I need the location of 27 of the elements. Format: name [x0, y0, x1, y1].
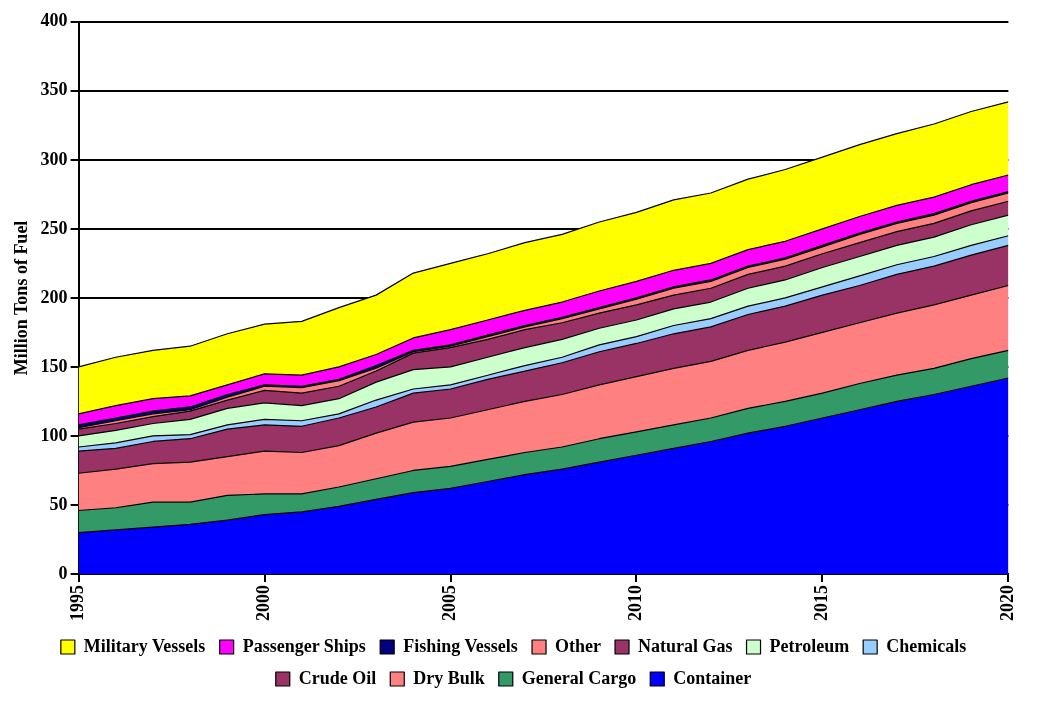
x-tick-label: 2005: [439, 585, 460, 621]
legend-label: Fishing Vessels: [403, 635, 518, 656]
y-tick-label: 100: [40, 424, 68, 445]
legend-label: Passenger Ships: [242, 635, 366, 656]
legend-label: Military Vessels: [83, 635, 206, 656]
y-tick-label: 350: [40, 79, 68, 100]
legend-label: General Cargo: [521, 667, 637, 688]
y-tick-label: 300: [40, 148, 68, 169]
x-tick-label: 2010: [625, 585, 646, 621]
y-axis-title: Million Tons of Fuel: [11, 220, 32, 376]
legend-label: Petroleum: [769, 635, 850, 656]
y-tick-label: 0: [58, 562, 68, 583]
y-tick-label: 400: [40, 10, 68, 31]
legend-label: Dry Bulk: [413, 667, 485, 688]
legend-label: Chemicals: [886, 635, 967, 656]
legend-label: Other: [555, 635, 602, 656]
y-tick-label: 50: [49, 493, 68, 514]
y-tick-label: 150: [40, 355, 68, 376]
legend-label: Natural Gas: [638, 635, 733, 656]
x-tick-label: 2000: [253, 585, 274, 621]
y-tick-label: 250: [40, 217, 68, 238]
legend-label: Container: [673, 667, 752, 688]
x-tick-label: 2015: [811, 585, 832, 621]
x-tick-label: 1995: [67, 585, 88, 621]
y-tick-label: 200: [40, 286, 68, 307]
legend-label: Crude Oil: [298, 667, 377, 688]
x-tick-label: 2020: [997, 585, 1018, 621]
